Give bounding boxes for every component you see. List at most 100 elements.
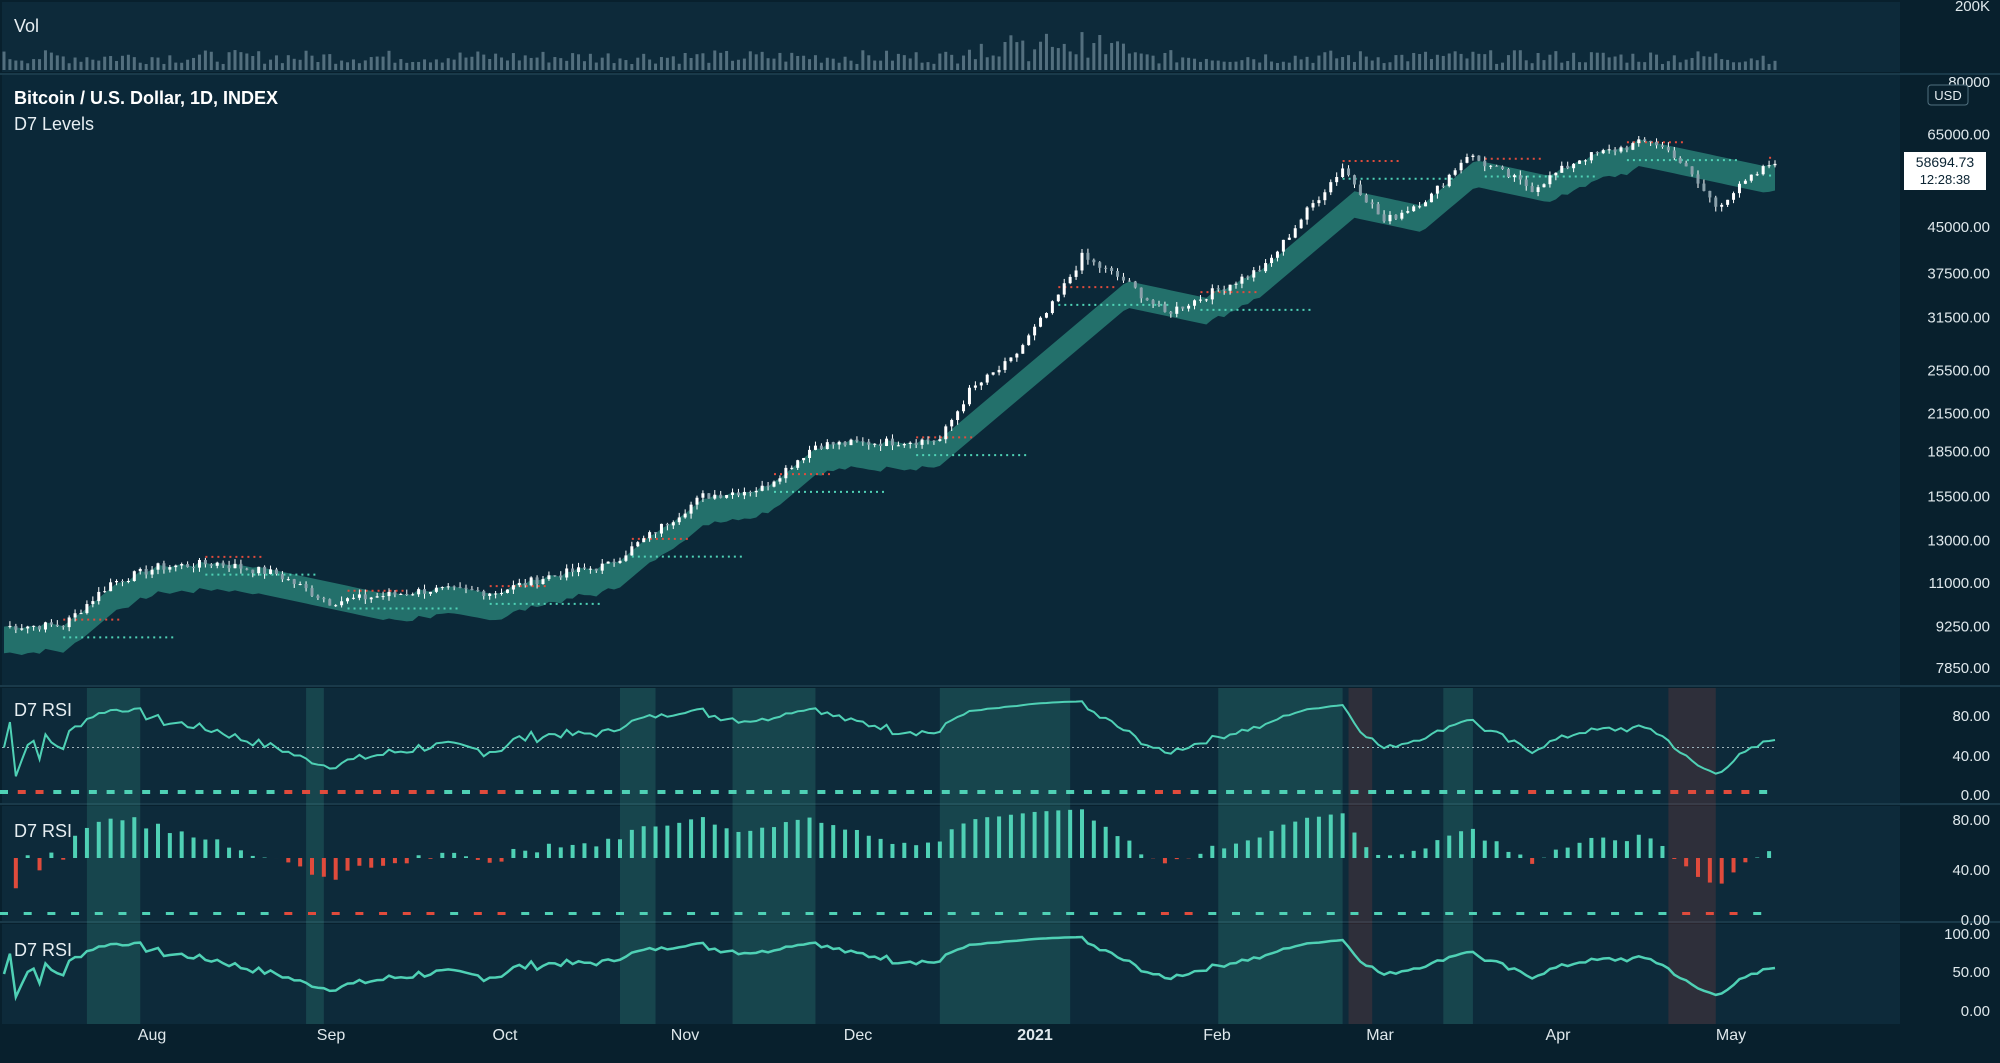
volume-bar (1483, 54, 1487, 70)
volume-bar (1151, 55, 1155, 70)
candle-body (885, 438, 889, 446)
candle-body (1649, 140, 1653, 142)
candle-body (1098, 262, 1102, 268)
candle-body (1056, 294, 1060, 302)
rsi-histogram-pane[interactable] (2, 806, 1900, 921)
candle-body (1637, 139, 1641, 144)
volume-bar (571, 53, 575, 70)
rsi-state-marker (248, 790, 257, 794)
candle-body (1222, 289, 1226, 291)
rsi-state-marker (870, 790, 879, 794)
time-axis[interactable] (0, 1024, 2000, 1063)
volume-bar (1684, 59, 1688, 70)
rsi-state-marker (971, 912, 980, 915)
volume-bar (920, 62, 924, 70)
rsi-histogram-bar (570, 844, 575, 858)
candle-body (1139, 287, 1143, 299)
rsi-state-marker (142, 790, 151, 794)
rsi-histogram-bar (985, 817, 990, 858)
rsi-state-marker (544, 912, 553, 915)
candle-body (180, 564, 184, 566)
candle-body (393, 591, 397, 595)
volume-bar (399, 59, 403, 70)
volume-bar (642, 53, 646, 70)
candle-body (363, 594, 367, 600)
rsi-state-marker (1232, 912, 1240, 915)
volume-bar (813, 55, 817, 70)
time-axis-label: 2021 (1017, 1027, 1053, 1044)
rsi-state-marker (177, 790, 186, 794)
volume-bar (742, 58, 746, 70)
candle-body (1518, 175, 1522, 180)
rsi-state-marker (1439, 790, 1448, 794)
volume-bar (1625, 62, 1629, 70)
rsi-histogram-bar (298, 858, 303, 867)
rsi-state-marker (764, 790, 773, 794)
rsi-state-marker (1243, 790, 1252, 794)
candle-body (304, 584, 308, 589)
candle-body (61, 626, 65, 628)
volume-bar (227, 52, 231, 70)
rsi-histogram-bar (961, 823, 966, 858)
rsi-state-marker (1421, 790, 1430, 794)
candle-body (950, 420, 954, 427)
rsi-state-marker (1350, 790, 1359, 794)
candle-body (1364, 194, 1368, 203)
rsi-histogram-bar (1056, 810, 1061, 858)
candle-body (849, 439, 853, 446)
volume-bar (1607, 57, 1611, 70)
rsi-histogram-bar (546, 843, 551, 858)
rsi-state-marker (17, 790, 26, 794)
volume-bar (423, 59, 427, 70)
currency-badge[interactable] (1927, 84, 1969, 106)
rsi-histogram-bar (606, 838, 611, 858)
rsi-state-marker (189, 912, 198, 915)
rsi-state-marker (995, 790, 1004, 794)
rsi-histogram-bar (819, 822, 824, 858)
rsi-histogram-bar (1257, 837, 1262, 858)
volume-bar (588, 53, 592, 70)
rsi-state-marker (1386, 790, 1394, 794)
candle-body (671, 522, 675, 526)
volume-bar (1157, 63, 1161, 70)
volume-bar (1317, 55, 1321, 70)
volume-bar (1234, 61, 1238, 70)
rsi-oscillator-series (2, 935, 1776, 1002)
candle-body (796, 460, 800, 468)
volume-bar (1033, 49, 1037, 70)
volume-bar (719, 52, 723, 70)
rsi-oscillator-pane[interactable] (2, 924, 1900, 1024)
volume-bar (32, 59, 36, 70)
rsi-state-marker (924, 912, 932, 915)
volume-bar (541, 51, 545, 70)
rsi-state-marker (639, 912, 648, 915)
rsi-line-pane[interactable] (2, 688, 1900, 803)
candle-body (399, 593, 403, 595)
rsi-state-marker (94, 912, 103, 915)
rsi-histogram-bar (689, 819, 694, 858)
candle-body (1015, 353, 1019, 358)
volume-bar (1027, 61, 1031, 70)
rsi-state-marker (195, 790, 204, 794)
rsi-state-marker (165, 912, 174, 915)
candle-body (1589, 152, 1593, 161)
volume-bar (843, 56, 847, 70)
candle-body (1376, 204, 1380, 215)
volume-bar (1512, 50, 1516, 70)
rsi-histogram-bar (392, 858, 397, 864)
volume-bar (1204, 58, 1208, 70)
volume-bar (55, 55, 59, 70)
volume-bar (594, 62, 598, 70)
rsi-histogram-bar (345, 858, 350, 871)
volume-bar (778, 52, 782, 70)
rsi-state-marker (236, 912, 245, 915)
candle-body (168, 567, 172, 570)
candle-body (192, 567, 196, 569)
volume-bar (49, 52, 53, 70)
rsi-state-marker (1279, 790, 1288, 794)
volume-bar (1666, 61, 1670, 70)
rsi-state-marker (1332, 790, 1341, 794)
volume-bar (269, 59, 273, 70)
rsi-state-marker (835, 790, 844, 794)
